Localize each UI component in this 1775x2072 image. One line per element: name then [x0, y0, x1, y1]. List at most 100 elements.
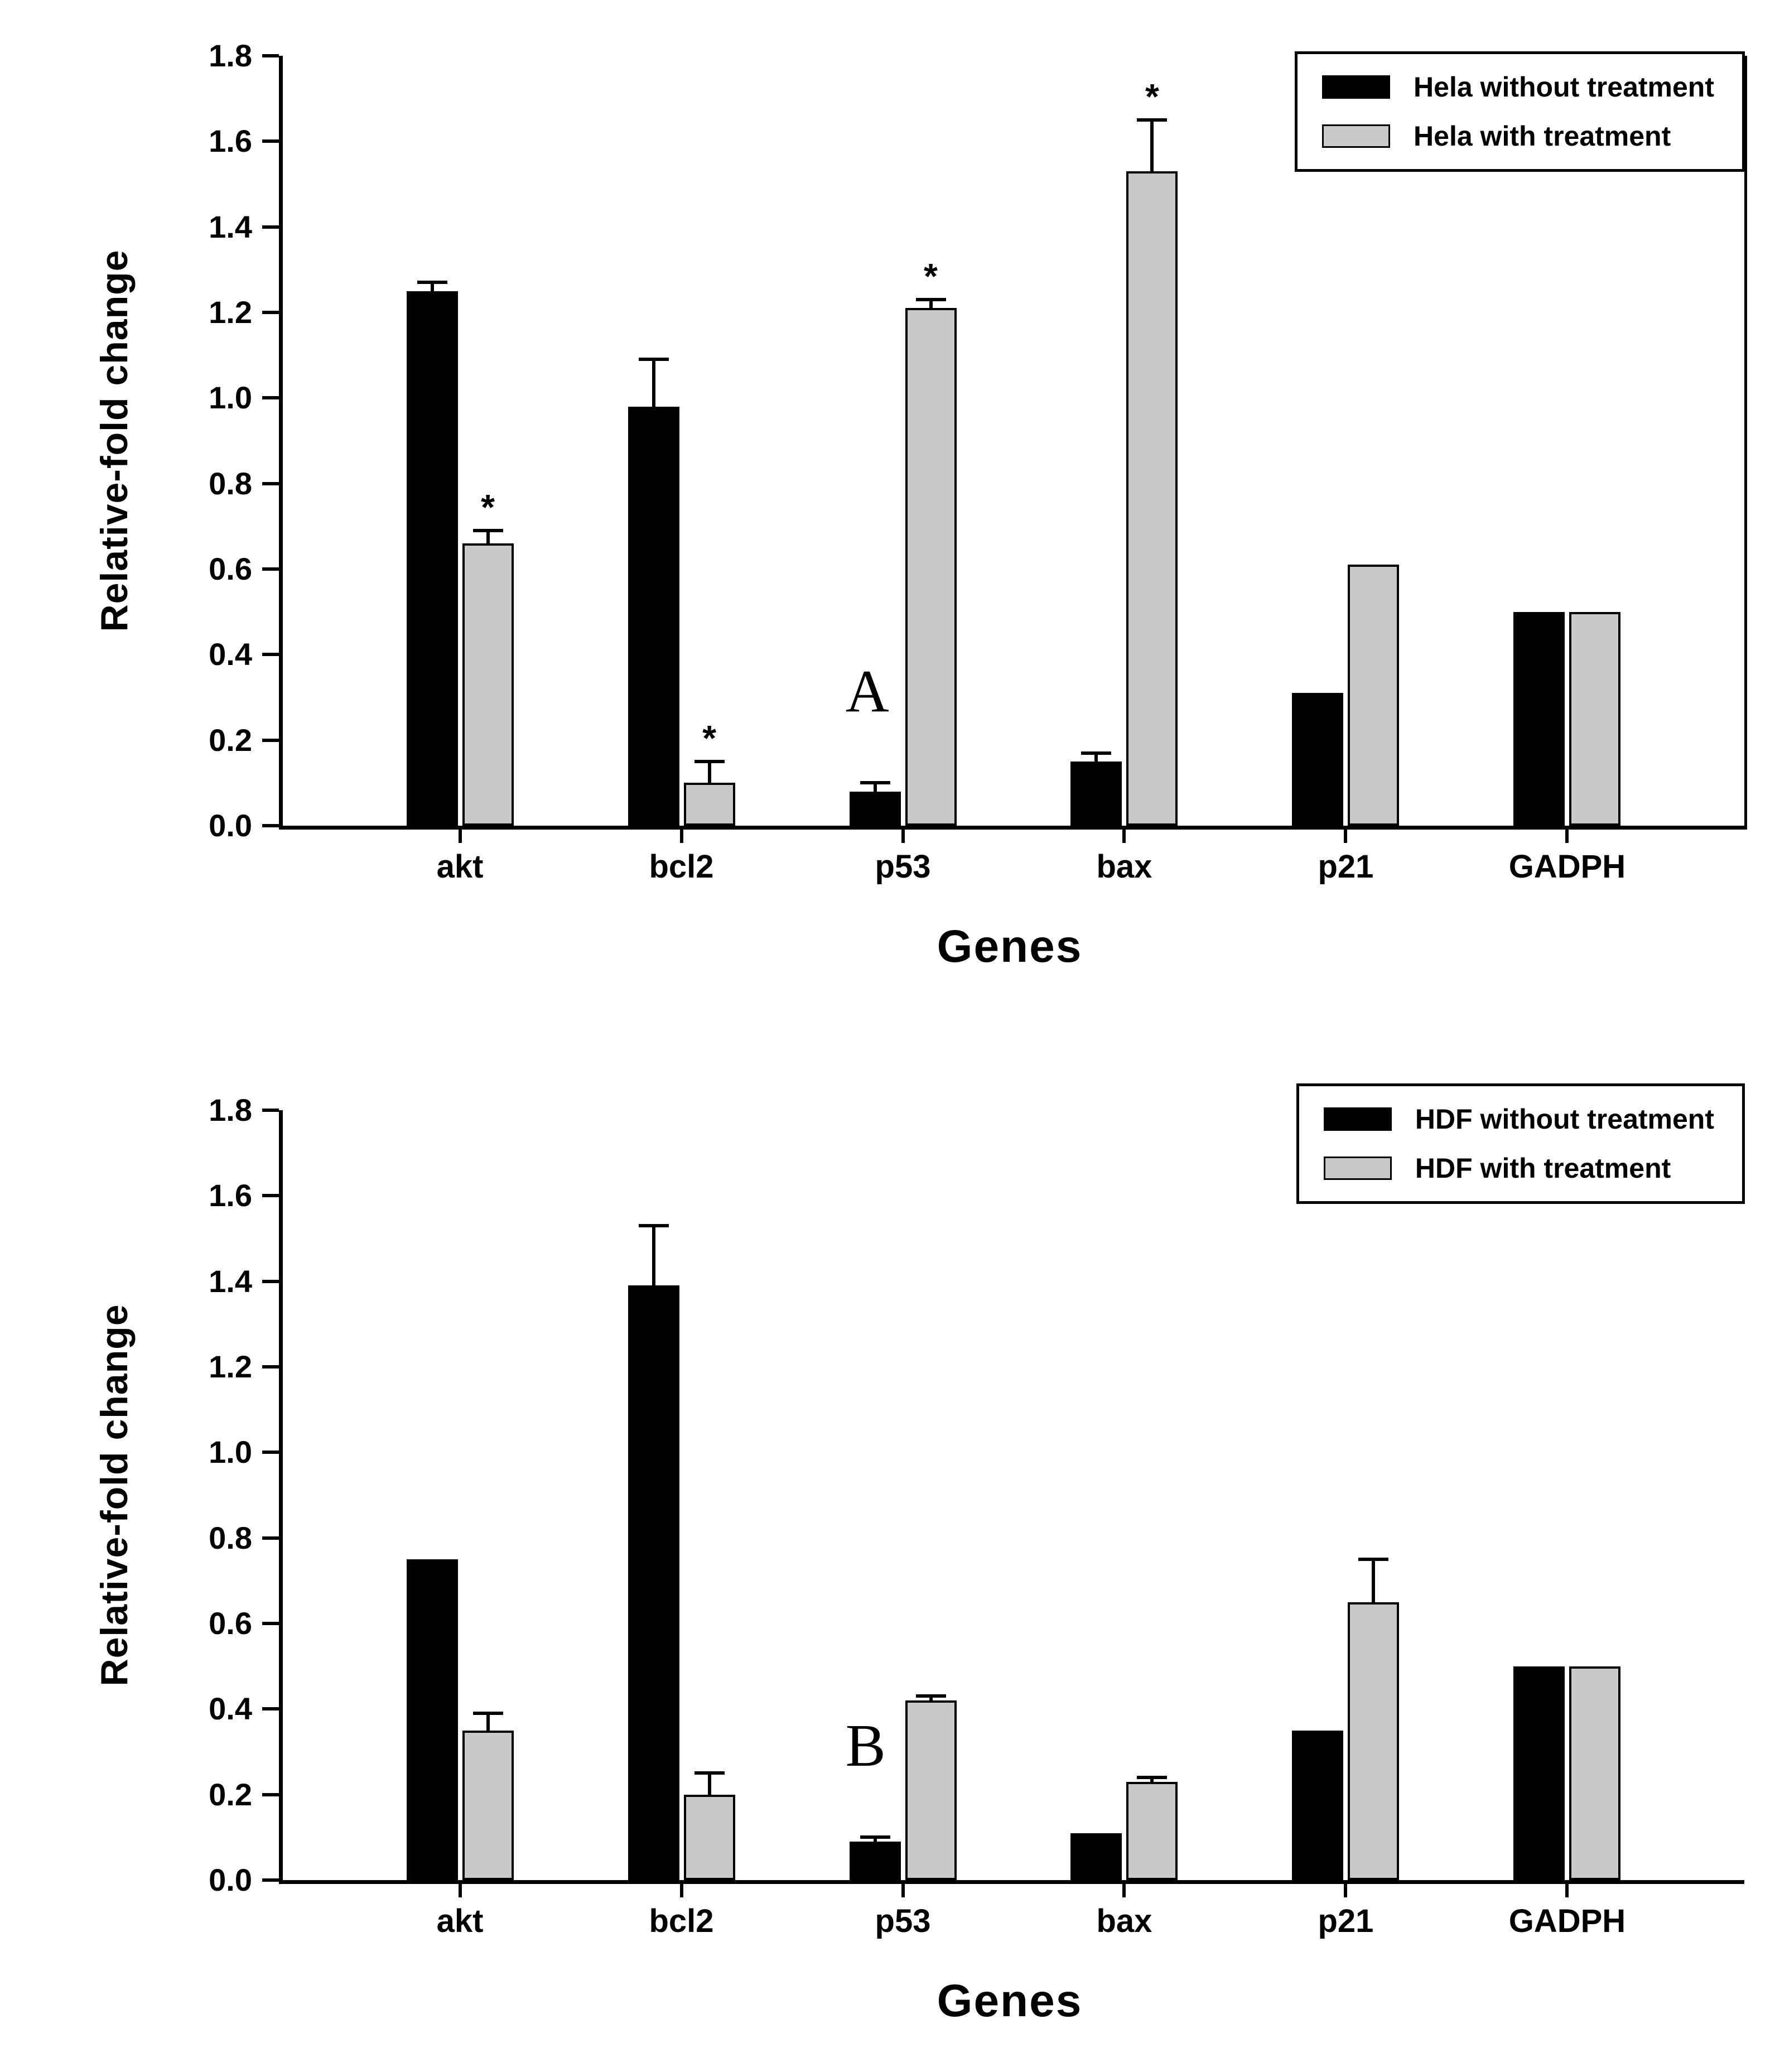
x-tick-label-GADPH: GADPH [1508, 1903, 1626, 1939]
error-bar-cap [417, 281, 447, 285]
x-axis-title: Genes [937, 921, 1083, 972]
error-bar-cap [638, 1224, 669, 1227]
x-tick-label-GADPH: GADPH [1508, 849, 1626, 885]
y-axis-title: Relative-fold change [93, 1304, 136, 1686]
legend-item-untreated: Hela without treatment [1322, 71, 1714, 103]
bar-p21-treated [1348, 1602, 1400, 1880]
legend-label: HDF with treatment [1415, 1153, 1671, 1184]
bar-p21-treated [1348, 565, 1400, 826]
bar-GADPH-untreated [1513, 1666, 1565, 1880]
error-bar-cap [1358, 1558, 1389, 1561]
x-tick-label-bcl2: bcl2 [649, 1903, 714, 1939]
error-bar-stem [873, 1837, 877, 1842]
x-tick [679, 1884, 683, 1897]
x-tick [1122, 830, 1126, 843]
error-bar-cap [1137, 1776, 1168, 1779]
x-axis-title: Genes [937, 1975, 1083, 2026]
y-tick [262, 1536, 279, 1540]
x-tick [679, 830, 683, 843]
y-tick-label: 1.0 [209, 1434, 252, 1470]
error-bar-stem [486, 1713, 490, 1731]
error-bar-cap [915, 1694, 946, 1698]
error-bar-stem [1150, 1777, 1154, 1782]
y-tick-label: 0.0 [209, 808, 252, 843]
x-tick [1122, 1884, 1126, 1897]
error-bar-stem [652, 1226, 655, 1286]
bar-bax-treated [1126, 171, 1178, 826]
y-tick [262, 824, 279, 827]
y-tick-label: 1.6 [209, 123, 252, 159]
error-bar-stem [1372, 1559, 1376, 1602]
bar-bcl2-treated [683, 1794, 735, 1880]
y-tick [262, 1792, 279, 1796]
x-tick [901, 1884, 905, 1897]
y-tick [262, 1109, 279, 1112]
y-tick [262, 481, 279, 485]
y-tick [262, 396, 279, 400]
bar-GADPH-treated [1569, 611, 1621, 826]
y-tick-label: 1.0 [209, 380, 252, 416]
bar-bcl2-treated [683, 783, 735, 826]
legend: Hela without treatment Hela with treatme… [1295, 51, 1745, 172]
significance-asterisk: * [1145, 76, 1159, 117]
y-tick [262, 1707, 279, 1711]
legend-label: Hela without treatment [1414, 71, 1714, 103]
bar-akt-treated [462, 1730, 514, 1880]
legend-label: Hela with treatment [1414, 121, 1671, 152]
y-tick-label: 1.2 [209, 1349, 252, 1384]
x-tick-label-p53: p53 [875, 849, 931, 885]
x-tick [1565, 830, 1569, 843]
y-tick-label: 0.6 [209, 551, 252, 586]
chart-panel-b: Relative-fold change HDF without treatme… [0, 1066, 1775, 2070]
y-tick [262, 311, 279, 314]
bar-p53-untreated [849, 791, 901, 826]
bar-bcl2-untreated [628, 406, 679, 826]
y-tick-label: 0.4 [209, 1691, 252, 1727]
error-bar-cap [472, 1712, 503, 1715]
error-bar-cap [472, 529, 503, 532]
error-bar-cap [915, 298, 946, 301]
error-bar-cap [1137, 118, 1168, 122]
panel-letter-a: A [845, 658, 889, 725]
error-bar-stem [652, 359, 655, 407]
y-tick-label: 0.6 [209, 1606, 252, 1641]
y-tick [262, 225, 279, 229]
bar-akt-untreated [406, 1559, 458, 1880]
x-tick-label-bcl2: bcl2 [649, 849, 714, 885]
x-tick [458, 1884, 462, 1897]
legend-item-untreated: HDF without treatment [1323, 1103, 1714, 1135]
y-tick [262, 738, 279, 742]
significance-asterisk: * [481, 487, 495, 527]
y-axis-title: Relative-fold change [93, 249, 136, 632]
error-bar-cap [1081, 751, 1112, 755]
plot-area: HDF without treatment HDF with treatment… [209, 1083, 1745, 1939]
y-tick [262, 1194, 279, 1198]
error-bar-cap [694, 760, 725, 763]
y-tick-label: 1.4 [209, 209, 252, 244]
x-tick-label-akt: akt [436, 1903, 484, 1939]
error-bar-stem [873, 783, 877, 792]
legend-item-treated: HDF with treatment [1323, 1152, 1714, 1184]
bar-GADPH-treated [1569, 1666, 1621, 1880]
legend-swatch-black [1322, 75, 1391, 99]
legend-swatch-gray [1322, 124, 1391, 148]
y-tick [262, 54, 279, 57]
error-bar-cap [860, 781, 890, 785]
x-tick [458, 830, 462, 843]
legend-item-treated: Hela with treatment [1322, 120, 1714, 152]
bar-bax-treated [1126, 1781, 1178, 1880]
x-tick [1344, 1884, 1348, 1897]
y-tick-label: 1.4 [209, 1263, 252, 1299]
bar-akt-treated [462, 543, 514, 826]
y-tick-label: 0.0 [209, 1862, 252, 1897]
x-tick-label-p21: p21 [1318, 1903, 1374, 1939]
x-tick-label-p21: p21 [1318, 849, 1374, 885]
y-tick [262, 1365, 279, 1369]
y-tick [262, 1878, 279, 1882]
x-tick-label-bax: bax [1096, 849, 1152, 885]
error-bar-stem [1150, 120, 1154, 171]
error-bar-stem [929, 300, 933, 309]
y-tick [262, 139, 279, 143]
bar-p53-treated [905, 1700, 957, 1880]
bar-akt-untreated [406, 291, 458, 826]
